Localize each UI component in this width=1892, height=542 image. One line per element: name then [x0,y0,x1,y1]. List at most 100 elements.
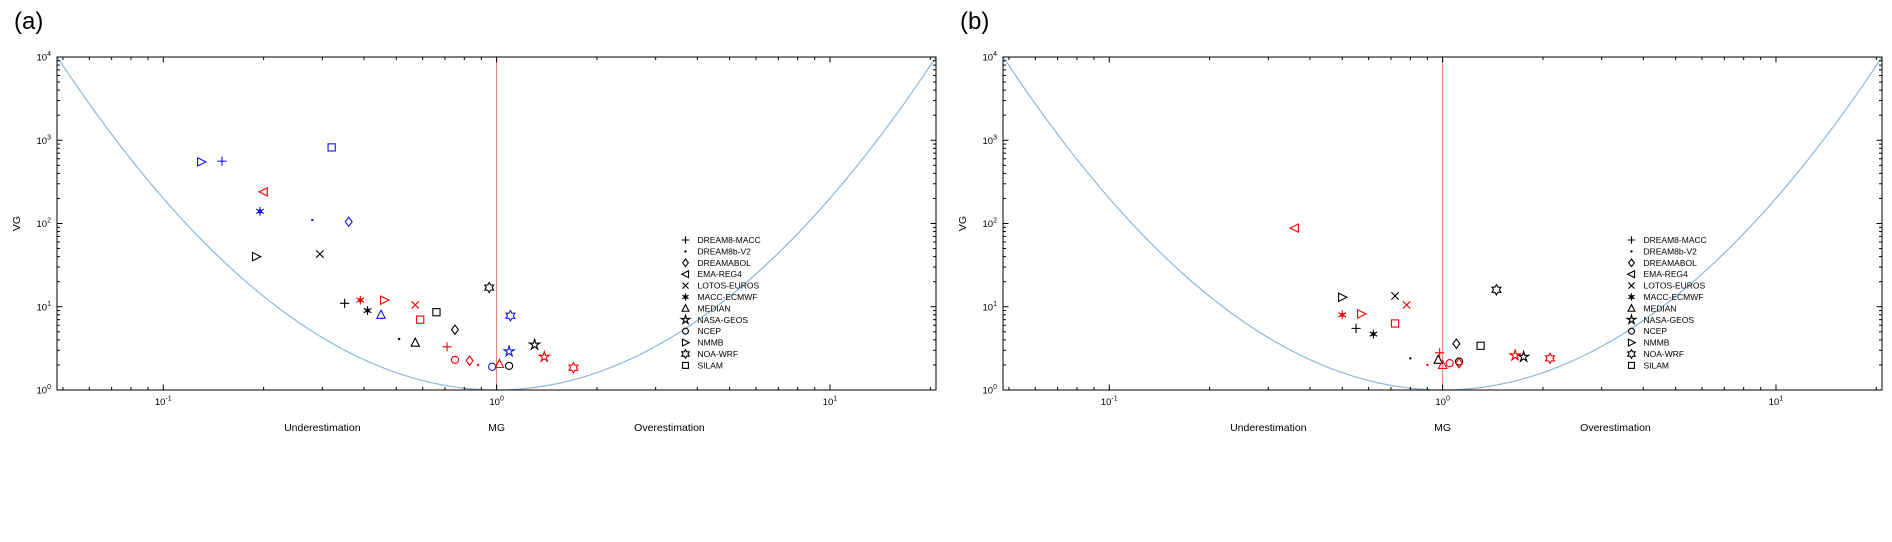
y-axis-label: VG [957,216,969,231]
point-macc-ecmwf-red [1338,310,1347,320]
marker-hexagram [1626,348,1637,360]
point-median-red [1437,359,1448,369]
point-ncep-red [1445,359,1454,368]
point-dream8b-v2-blue [311,218,314,222]
legend-entry-dreamabol: DREAMABOL [681,258,751,268]
axis-ticks [1003,56,1882,391]
legend-entry-dreamabol: DREAMABOL [1627,258,1697,268]
legend-entry-silam: SILAM [681,360,723,370]
point-noa-wrf-red [1544,352,1556,365]
marker-square [1627,361,1635,369]
annotation-overestimation: Overestimation [634,422,705,434]
point-lotos-euros-red [411,300,420,310]
legend-entry-silam: SILAM [1627,360,1669,370]
legend-entry-lotos-euros: LOTOS-EUROS [1628,281,1706,291]
legend-label: DREAM8b-V2 [1643,246,1697,256]
x-tick-label: 10-1 [1101,396,1118,409]
point-nmmb-blue [197,156,208,167]
point-silam-black [1476,341,1485,350]
marker-diamond [681,258,690,268]
marker-plus [681,236,690,244]
point-lotos-euros-black [1390,291,1400,300]
marker-cross [1628,282,1635,290]
legend-label: DREAMABOL [697,258,751,268]
y-tick-label: 102 [983,218,998,231]
axis-ticks [57,56,936,391]
legend-entry-median: MEDIAN [681,303,731,313]
point-silam-black [432,308,441,317]
legend-entry-macc-ecmwf: MACC-ECMWF [682,292,757,302]
panel-b: (b) 100 101 102 103 104 10-1 100 101 VG MG Underes… [946,0,1892,542]
legend-entry-ncep: NCEP [1627,326,1667,336]
annotation-underestimation: Underestimation [1230,422,1307,434]
point-dream8-macc-red [1435,348,1445,358]
legend-label: DREAM8b-V2 [697,246,751,256]
marker-circle [681,327,689,335]
point-median-red [494,358,505,369]
x-axis-label: MG [488,422,505,434]
point-nmmb-black [1338,292,1349,303]
point-nasa-geos-red [1508,348,1523,362]
point-dream8-macc-red [442,342,452,352]
legend-entry-nmmb: NMMB [1627,338,1670,348]
point-lotos-euros-red [1402,300,1411,310]
legend-label: NOA-WRF [697,349,738,359]
x-axis-label: MG [1434,422,1451,434]
point-nmmb-red [1357,308,1368,319]
scatter-points [197,143,579,374]
y-tick-label: 101 [983,301,998,314]
y-tick-label: 100 [983,384,998,397]
legend-entry-median: MEDIAN [1627,303,1677,313]
legend-entry-noa-wrf: NOA-WRF [680,348,738,360]
marker-asterisk-dot [682,293,689,301]
point-silam-blue [327,143,336,152]
annotation-underestimation: Underestimation [284,422,361,434]
marker-circle [1627,327,1635,335]
legend-entry-ema-reg4: EMA-REG4 [1626,269,1688,279]
legend-entry-ema-reg4: EMA-REG4 [680,269,742,279]
legend-label: MACC-ECMWF [1643,292,1703,302]
panel-label-a: (a) [14,8,44,35]
y-tick-label: 100 [37,384,52,397]
y-tick-label: 103 [37,134,52,147]
legend-label: NCEP [1643,326,1667,336]
point-dreamabol-black [1452,338,1461,350]
marker-triangle-left [1626,269,1636,279]
point-nasa-geos-black [527,337,542,351]
point-dream8b-v2-red [476,363,480,367]
point-median-black [410,336,421,347]
point-dreamabol-blue [344,216,353,228]
legend-label: NMMB [1643,338,1669,348]
legend-label: MACC-ECMWF [697,292,757,302]
annotation-overestimation: Overestimation [1580,422,1651,434]
legend-label: SILAM [697,360,723,370]
legend-entry-macc-ecmwf: MACC-ECMWF [1628,292,1703,302]
legend-entry-nasa-geos: NASA-GEOS [679,313,748,326]
point-dream8b-v2-black [1409,357,1412,360]
chart-a: 100 101 102 103 104 10-1 100 101 VG MG Underestima… [11,51,937,434]
legend-label: MEDIAN [1643,303,1676,313]
point-macc-ecmwf-red [356,295,365,305]
point-noa-wrf-blue [505,309,516,322]
point-median-black [1433,354,1444,364]
point-nmmb-red [379,295,391,306]
x-tick-label: 101 [1769,396,1784,409]
point-dreamabol-red [1454,357,1464,369]
point-dreamabol-red [465,355,474,367]
tick-labels: 100 101 102 103 104 10-1 100 101 [37,51,838,408]
x-tick-label: 100 [1435,396,1450,409]
legend-entry-dream8-macc: DREAM8-MACC [681,235,761,245]
legend-label: NOA-WRF [1643,349,1684,359]
x-tick-label: 100 [489,396,504,409]
legend-label: NASA-GEOS [1643,315,1694,325]
legend-entry-ncep: NCEP [681,326,721,336]
marker-dot [1630,250,1633,253]
tick-labels: 100 101 102 103 104 10-1 100 101 [983,51,1784,408]
legend-entry-dream8b-v2: DREAM8b-V2 [684,246,751,256]
point-silam-red [416,315,425,324]
point-nasa-geos-blue [502,344,517,358]
y-tick-label: 104 [37,51,52,64]
panel-label-b: (b) [960,8,990,35]
